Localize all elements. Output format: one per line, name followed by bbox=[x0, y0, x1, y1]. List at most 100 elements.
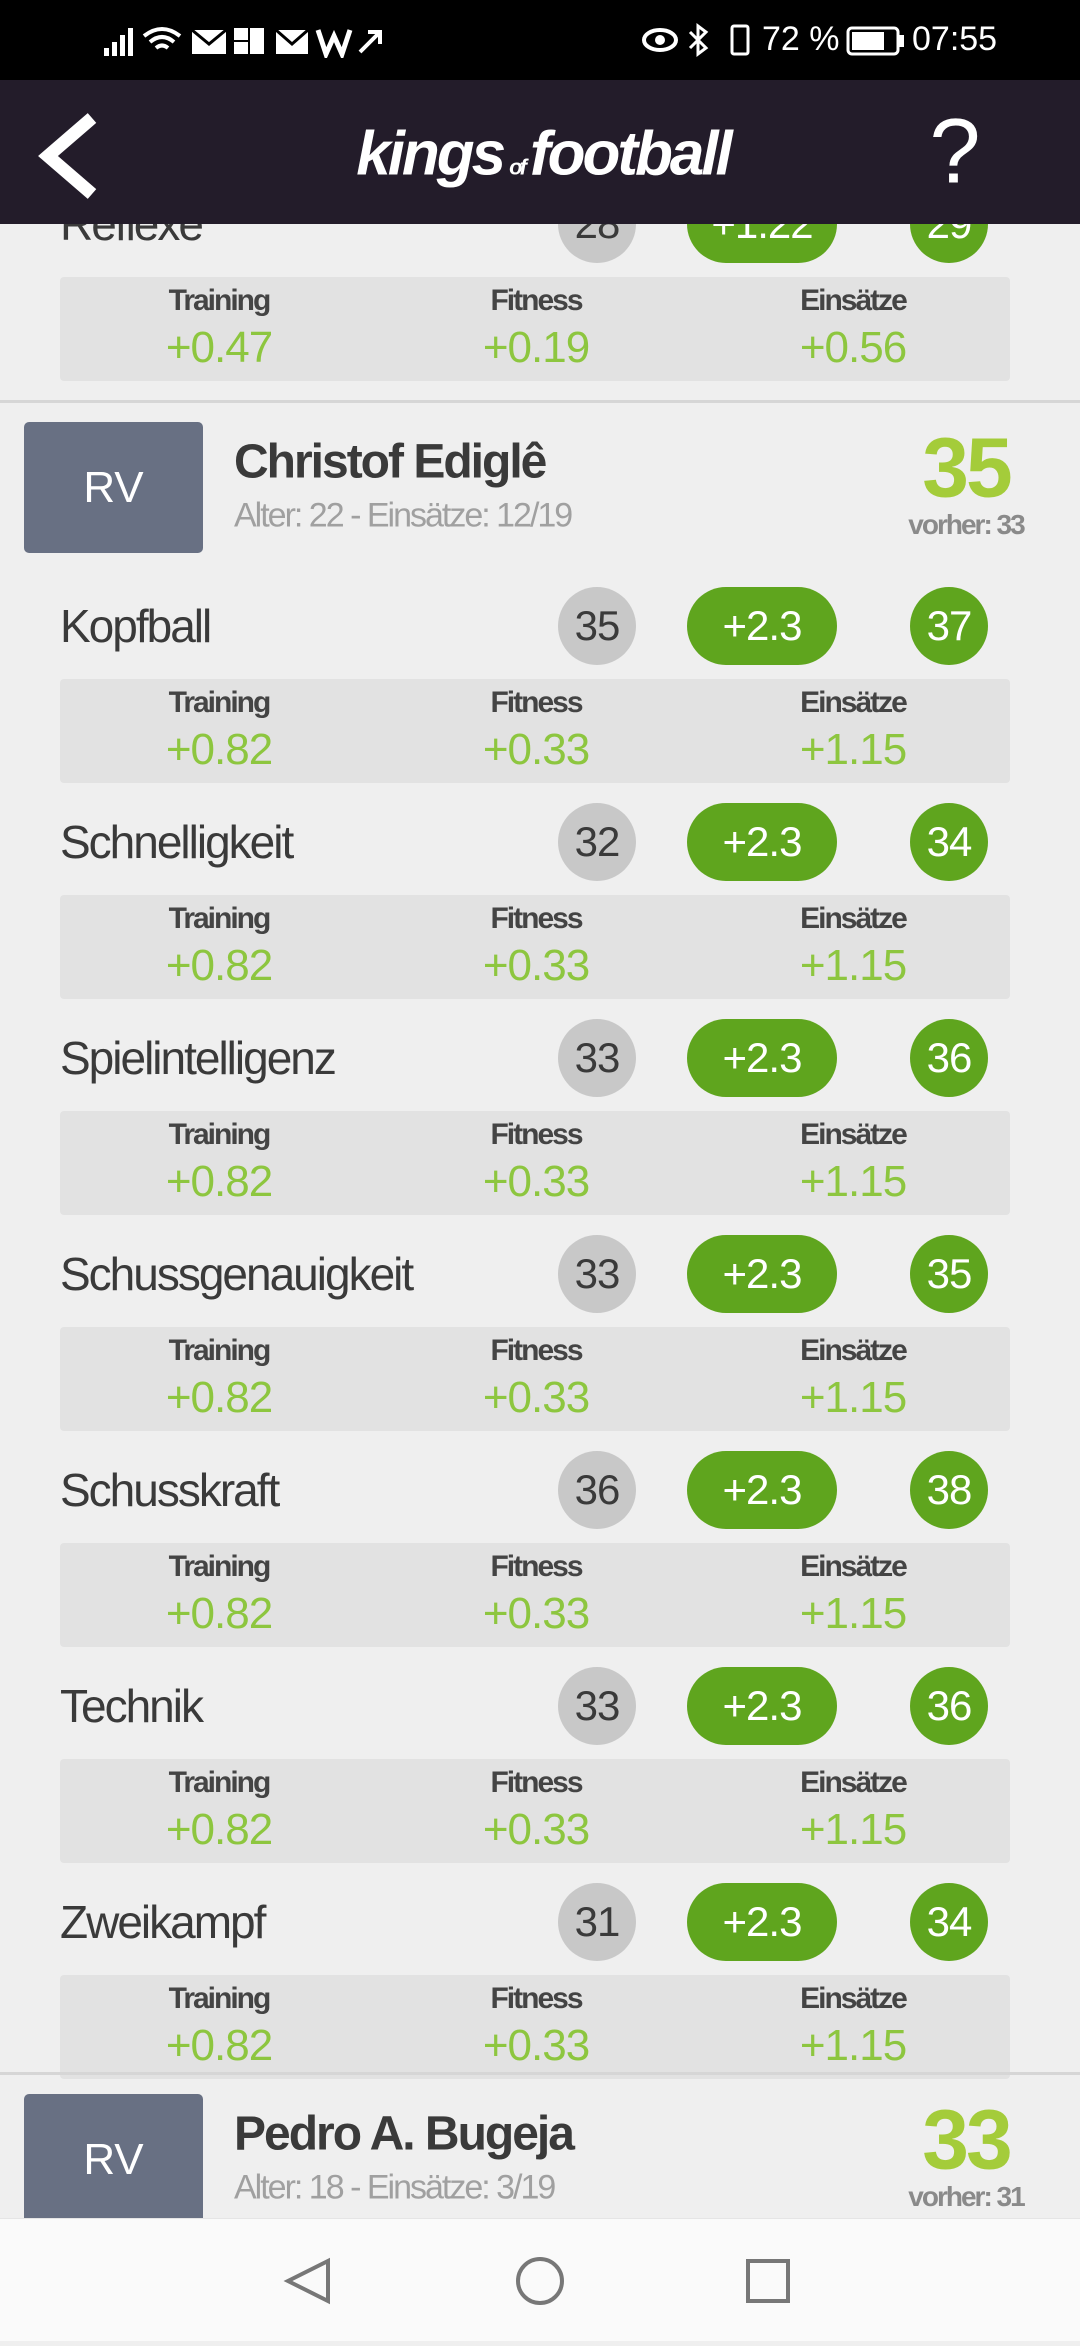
nav-recent[interactable] bbox=[746, 2259, 790, 2303]
change-value: +2.3 bbox=[687, 1019, 837, 1097]
breakdown-label: Einsätze bbox=[800, 284, 908, 317]
next-value: 38 bbox=[910, 1451, 988, 1529]
help-button[interactable]: ? bbox=[929, 100, 981, 203]
logo-kings: kings bbox=[356, 119, 506, 189]
player-name: Pedro A. Bugeja bbox=[234, 2107, 575, 2161]
current-value: 32 bbox=[558, 803, 636, 881]
logo-football: football bbox=[529, 119, 733, 189]
breakdown-box bbox=[60, 1759, 1010, 1863]
breakdown-value: +1.15 bbox=[799, 2021, 907, 2070]
player-name: Christof Ediglê bbox=[234, 435, 547, 489]
breakdown-label: Fitness bbox=[490, 1982, 583, 2015]
breakdown-label: Einsätze bbox=[800, 902, 908, 935]
breakdown-value: +0.56 bbox=[799, 323, 907, 372]
breakdown-value: +0.82 bbox=[165, 1589, 273, 1638]
breakdown-label: Training bbox=[168, 1334, 272, 1367]
breakdown-label: Einsätze bbox=[800, 1766, 908, 1799]
player-score: 33 bbox=[922, 2092, 1012, 2187]
skill-name: Reflexe bbox=[60, 224, 204, 250]
breakdown-label: Fitness bbox=[490, 1334, 583, 1367]
breakdown-value: +0.82 bbox=[165, 2021, 273, 2070]
current-value: 33 bbox=[558, 1235, 636, 1313]
breakdown-value: +1.15 bbox=[799, 941, 907, 990]
breakdown-label: Training bbox=[168, 902, 272, 935]
breakdown-box bbox=[60, 277, 1010, 381]
breakdown-label: Training bbox=[168, 1766, 272, 1799]
player-info: Alter: 18 - Einsätze: 3/19 bbox=[234, 2168, 556, 2207]
change-value: +2.3 bbox=[687, 803, 837, 881]
breakdown-label: Fitness bbox=[490, 902, 583, 935]
breakdown-label: Training bbox=[168, 1118, 272, 1151]
breakdown-label: Fitness bbox=[490, 1766, 583, 1799]
status-icons bbox=[104, 27, 382, 58]
previous-score: vorher: 33 bbox=[908, 509, 1025, 540]
breakdown-value: +0.33 bbox=[482, 1157, 590, 1206]
skill-name: Kopfball bbox=[60, 600, 212, 652]
breakdown-value: +0.47 bbox=[165, 323, 273, 372]
navigation-bar bbox=[0, 2218, 1080, 2341]
breakdown-value: +0.82 bbox=[165, 1373, 273, 1422]
current-value: 33 bbox=[558, 1667, 636, 1745]
player-score: 35 bbox=[922, 420, 1012, 515]
breakdown-label: Fitness bbox=[490, 1550, 583, 1583]
breakdown-label: Einsätze bbox=[800, 1550, 908, 1583]
breakdown-value: +1.15 bbox=[799, 1157, 907, 1206]
breakdown-box bbox=[60, 1327, 1010, 1431]
skill-name: Spielintelligenz bbox=[60, 1032, 337, 1084]
next-value: 35 bbox=[910, 1235, 988, 1313]
breakdown-label: Einsätze bbox=[800, 1334, 908, 1367]
next-value: 29 bbox=[910, 224, 988, 263]
battery-icon bbox=[846, 26, 904, 56]
next-value: 36 bbox=[910, 1019, 988, 1097]
skill-name: Schussgenauigkeit bbox=[60, 1248, 414, 1300]
breakdown-value: +1.15 bbox=[799, 725, 907, 774]
battery-percent: 72 % bbox=[762, 20, 840, 58]
breakdown-value: +0.82 bbox=[165, 725, 273, 774]
breakdown-value: +0.33 bbox=[482, 1589, 590, 1638]
breakdown-value: +1.15 bbox=[799, 1805, 907, 1854]
breakdown-value: +0.33 bbox=[482, 2021, 590, 2070]
breakdown-label: Training bbox=[168, 686, 272, 719]
breakdown-box bbox=[60, 1543, 1010, 1647]
breakdown-label: Training bbox=[168, 1982, 272, 2015]
skill-name: Zweikampf bbox=[60, 1896, 266, 1948]
current-value: 35 bbox=[558, 587, 636, 665]
next-value: 34 bbox=[910, 1883, 988, 1961]
divider bbox=[0, 2072, 1080, 2075]
breakdown-value: +0.19 bbox=[482, 323, 590, 372]
status-bar: 72 % 07:55 bbox=[0, 0, 1080, 80]
previous-score: vorher: 31 bbox=[908, 2181, 1025, 2212]
breakdown-value: +1.15 bbox=[799, 1373, 907, 1422]
back-button[interactable] bbox=[36, 110, 106, 200]
change-value: +2.3 bbox=[687, 1883, 837, 1961]
breakdown-label: Fitness bbox=[490, 686, 583, 719]
breakdown-label: Training bbox=[168, 1550, 272, 1583]
breakdown-label: Einsätze bbox=[800, 1982, 908, 2015]
current-value: 36 bbox=[558, 1451, 636, 1529]
change-value: +1.22 bbox=[687, 224, 837, 263]
skill-name: Schusskraft bbox=[60, 1464, 280, 1516]
breakdown-box bbox=[60, 679, 1010, 783]
current-value: 28 bbox=[558, 224, 636, 263]
breakdown-value: +1.15 bbox=[799, 1589, 907, 1638]
breakdown-label: Training bbox=[168, 284, 272, 317]
logo-of: of bbox=[509, 154, 527, 180]
breakdown-box bbox=[60, 1975, 1010, 2079]
breakdown-label: Fitness bbox=[490, 1118, 583, 1151]
skill-name: Schnelligkeit bbox=[60, 816, 294, 868]
status-icons-right bbox=[642, 23, 750, 57]
nav-icons bbox=[283, 2257, 790, 2305]
app-logo: kings offootball bbox=[356, 119, 733, 190]
divider bbox=[0, 400, 1080, 403]
change-value: +2.3 bbox=[687, 1667, 837, 1745]
change-value: +2.3 bbox=[687, 1451, 837, 1529]
nav-back[interactable] bbox=[283, 2257, 330, 2305]
player-info: Alter: 22 - Einsätze: 12/19 bbox=[234, 496, 573, 535]
next-value: 37 bbox=[910, 587, 988, 665]
app-header: kings offootball ? bbox=[0, 80, 1080, 224]
breakdown-label: Einsätze bbox=[800, 686, 908, 719]
change-value: +2.3 bbox=[687, 587, 837, 665]
current-value: 33 bbox=[558, 1019, 636, 1097]
nav-home[interactable] bbox=[516, 2257, 564, 2305]
